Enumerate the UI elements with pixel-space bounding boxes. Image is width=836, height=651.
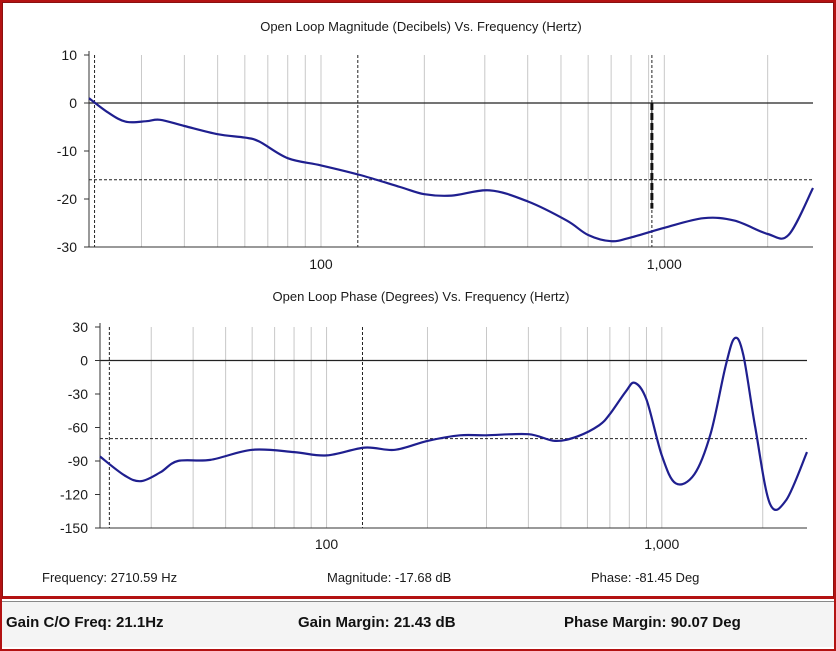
magnitude-chart-title: Open Loop Magnitude (Decibels) Vs. Frequ… — [260, 19, 582, 34]
phase-y-tick-label: 30 — [72, 319, 88, 335]
phase-margin: Phase Margin: 90.07 Deg — [564, 614, 741, 631]
phase-chart[interactable]: Open Loop Phase (Degrees) Vs. Frequency … — [60, 289, 809, 552]
magnitude-chart[interactable]: Open Loop Magnitude (Decibels) Vs. Frequ… — [57, 19, 814, 272]
phase-y-tick-label: -120 — [60, 487, 88, 503]
magnitude-series-line — [88, 97, 814, 243]
phase-x-tick-label: 1,000 — [644, 536, 679, 552]
phase-series-line — [99, 336, 809, 511]
phase-y-tick-label: -60 — [68, 420, 88, 436]
magnitude-y-tick-label: -20 — [57, 191, 77, 207]
magnitude-y-tick-label: 0 — [69, 95, 77, 111]
gain-crossover-frequency: Gain C/O Freq: 21.1Hz — [6, 614, 164, 631]
phase-y-tick-label: -150 — [60, 520, 88, 536]
status-bar: Gain C/O Freq: 21.1Hz Gain Margin: 21.43… — [2, 601, 834, 647]
magnitude-x-tick-label: 1,000 — [647, 256, 682, 272]
frequency-readout: Frequency: 2710.59 Hz — [42, 570, 178, 585]
phase-x-tick-label: 100 — [315, 536, 339, 552]
chart-panel: Open Loop Magnitude (Decibels) Vs. Frequ… — [2, 2, 834, 599]
magnitude-y-tick-label: -30 — [57, 239, 77, 255]
bode-charts[interactable]: Open Loop Magnitude (Decibels) Vs. Frequ… — [3, 3, 835, 568]
gain-margin: Gain Margin: 21.43 dB — [298, 614, 456, 631]
phase-readout: Phase: -81.45 Deg — [591, 570, 700, 585]
magnitude-x-tick-label: 100 — [309, 256, 333, 272]
magnitude-y-tick-label: 10 — [61, 47, 77, 63]
phase-chart-title: Open Loop Phase (Degrees) Vs. Frequency … — [273, 289, 570, 304]
phase-y-tick-label: 0 — [80, 353, 88, 369]
magnitude-readout: Magnitude: -17.68 dB — [327, 570, 452, 585]
magnitude-y-tick-label: -10 — [57, 143, 77, 159]
phase-y-tick-label: -30 — [68, 386, 88, 402]
phase-y-tick-label: -90 — [68, 453, 88, 469]
